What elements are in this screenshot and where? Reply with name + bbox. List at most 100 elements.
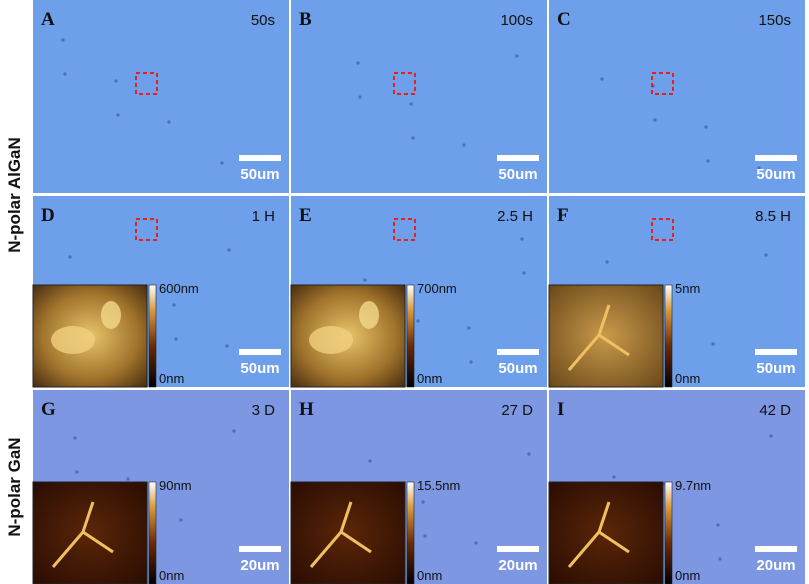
panel-letter: E xyxy=(299,205,312,226)
panel-letter: B xyxy=(299,9,312,30)
panel: H 27 D 20um 15.5nm 0nm xyxy=(290,390,547,584)
color-bar-max: 90nm xyxy=(159,478,192,493)
color-bar xyxy=(406,284,415,388)
scale-bar-label: 50um xyxy=(240,166,279,183)
panel-letter: G xyxy=(41,399,56,420)
afm-inset xyxy=(548,481,664,584)
row-label: N-polar AlGaN xyxy=(5,137,24,253)
speck xyxy=(73,436,77,440)
scale-bar xyxy=(497,349,539,355)
panel-letter: I xyxy=(557,399,564,420)
panel: B 100s 50um xyxy=(291,0,547,193)
speck xyxy=(764,253,768,257)
time-label: 27 D xyxy=(501,402,533,419)
speck xyxy=(75,470,79,474)
afm-feature xyxy=(567,501,630,568)
speck xyxy=(474,541,478,545)
speck xyxy=(167,120,171,124)
color-bar xyxy=(148,284,157,388)
speck xyxy=(469,360,473,364)
panel: I 42 D 20um 9.7nm 0nm xyxy=(548,390,805,584)
speck xyxy=(520,237,524,241)
region-marker xyxy=(393,218,416,241)
color-bar-max: 700nm xyxy=(417,281,457,296)
time-label: 3 D xyxy=(252,402,276,419)
speck xyxy=(363,278,367,282)
color-bar-max: 600nm xyxy=(159,281,199,296)
speck xyxy=(423,534,427,538)
color-bar-max: 9.7nm xyxy=(675,478,711,493)
afm-feature xyxy=(359,301,379,329)
panel-letter: C xyxy=(557,9,571,30)
speck xyxy=(467,326,471,330)
scale-bar-label: 20um xyxy=(756,557,795,574)
panel: E 2.5 H 50um 700nm 0nm xyxy=(290,196,547,388)
color-bar-max: 5nm xyxy=(675,281,700,296)
speck xyxy=(706,159,710,163)
speck xyxy=(225,344,229,348)
time-label: 2.5 H xyxy=(497,208,533,225)
scale-bar xyxy=(755,546,797,552)
time-label: 42 D xyxy=(759,402,791,419)
region-marker xyxy=(393,72,416,95)
speck xyxy=(126,477,130,481)
scale-bar-label: 20um xyxy=(498,557,537,574)
scale-bar-label: 20um xyxy=(240,557,279,574)
afm-feature xyxy=(309,501,372,568)
region-marker xyxy=(135,72,158,95)
afm-feature xyxy=(51,326,95,354)
color-bar xyxy=(148,481,157,584)
color-bar-min: 0nm xyxy=(675,568,700,583)
panel: C 150s 50um xyxy=(549,0,805,193)
color-bar-min: 0nm xyxy=(159,371,184,386)
scale-bar xyxy=(239,349,281,355)
time-label: 8.5 H xyxy=(755,208,791,225)
speck xyxy=(711,342,715,346)
color-bar-max: 15.5nm xyxy=(417,478,460,493)
row-label: N-polar GaN xyxy=(5,437,24,536)
scale-bar-label: 50um xyxy=(498,166,537,183)
speck xyxy=(522,271,526,275)
afm-feature xyxy=(51,501,114,568)
region-marker xyxy=(651,218,674,241)
scale-bar xyxy=(239,155,281,161)
speck xyxy=(116,113,120,117)
speck xyxy=(358,95,362,99)
afm-inset xyxy=(548,284,664,388)
scale-bar-label: 50um xyxy=(498,360,537,377)
speck xyxy=(612,475,616,479)
speck xyxy=(757,166,761,170)
speck xyxy=(232,429,236,433)
time-label: 100s xyxy=(500,12,533,29)
panel: A 50s 50um xyxy=(33,0,289,193)
scale-bar xyxy=(755,349,797,355)
speck xyxy=(68,255,72,259)
scale-bar xyxy=(755,155,797,161)
panel-letter: A xyxy=(41,9,55,30)
scale-bar-label: 50um xyxy=(756,166,795,183)
speck xyxy=(718,557,722,561)
afm-feature xyxy=(309,326,353,354)
afm-feature xyxy=(101,301,121,329)
speck xyxy=(716,523,720,527)
panel-letter: D xyxy=(41,205,55,226)
color-bar xyxy=(406,481,415,584)
color-bar-min: 0nm xyxy=(417,371,442,386)
speck xyxy=(114,79,118,83)
afm-inset xyxy=(290,481,406,584)
speck xyxy=(421,500,425,504)
scale-bar xyxy=(239,546,281,552)
color-bar-min: 0nm xyxy=(417,568,442,583)
time-label: 150s xyxy=(758,12,791,29)
time-label: 1 H xyxy=(252,208,275,225)
region-marker xyxy=(651,72,674,95)
speck xyxy=(174,337,178,341)
speck xyxy=(515,54,519,58)
color-bar xyxy=(664,481,673,584)
speck xyxy=(179,518,183,522)
speck xyxy=(63,72,67,76)
panel-letter: F xyxy=(557,205,569,226)
region-marker xyxy=(135,218,158,241)
speck xyxy=(600,77,604,81)
panel-letter: H xyxy=(299,399,314,420)
